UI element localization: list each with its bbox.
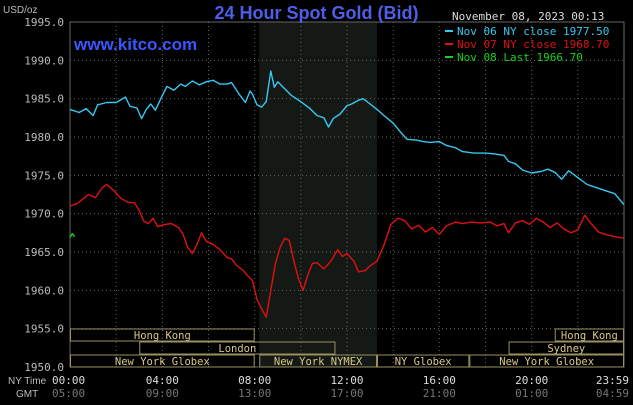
x-tick-gmt: 04:59 (596, 387, 629, 400)
y-tick-label: 1985.0 (24, 93, 64, 106)
y-tick-label: 1955.0 (24, 323, 64, 336)
market-session-box (70, 354, 255, 368)
y-tick-label: 1995.0 (24, 16, 64, 29)
market-session-box (469, 354, 625, 368)
x-tick-ny: 00:00 (52, 374, 85, 387)
market-session-box (377, 354, 470, 368)
x-tick-ny: 04:00 (146, 374, 179, 387)
legend-label-nov06: Nov 06 NY close 1977.50 (457, 25, 609, 38)
series-line-1 (69, 183, 624, 318)
x-tick-ny: 12:00 (330, 374, 363, 387)
market-session-box (70, 328, 255, 342)
market-session-box (139, 341, 336, 355)
y-tick-label: 1965.0 (24, 246, 64, 259)
market-session-box (554, 328, 624, 342)
y-tick-label: 1960.0 (24, 284, 64, 297)
market-session-label: New York NYMEX (274, 356, 363, 368)
y-tick-label: 1970.0 (24, 208, 64, 221)
x-tick-gmt: 09:00 (146, 387, 179, 400)
market-session-label: London (218, 343, 256, 355)
night-shading-band (259, 22, 378, 367)
market-session-label: Hong Kong (561, 330, 618, 342)
series-line-2 (69, 232, 76, 238)
y-tick-label: 1990.0 (24, 54, 64, 67)
market-session-label: Sydney (547, 343, 585, 355)
y-tick-label: 1950.0 (24, 361, 64, 374)
chart-legend: Nov 06 NY close 1977.50 Nov 07 NY close … (445, 25, 609, 64)
legend-label-nov08: Nov 08 Last 1966.70 (457, 51, 583, 64)
x-tick-ny: 08:00 (238, 374, 271, 387)
market-session-box (508, 341, 625, 355)
x-tick-gmt: 01:00 (515, 387, 548, 400)
market-session-label: Hong Kong (134, 330, 191, 342)
x-tick-gmt: 21:00 (423, 387, 456, 400)
market-session-label: New York Globex (499, 356, 594, 368)
x-axis-row1-label: NY Time (8, 376, 47, 387)
market-session-box (259, 354, 378, 368)
chart-datetime: November 08, 2023 00:13 (452, 10, 604, 23)
watermark-url: www.kitco.com (73, 35, 197, 54)
series-line-0 (69, 70, 625, 205)
x-axis-row2-label: GMT (16, 389, 38, 400)
y-tick-label: 1975.0 (24, 169, 64, 182)
market-session-label: NY Globex (395, 356, 452, 368)
x-tick-gmt: 13:00 (238, 387, 271, 400)
x-tick-ny: 23:59 (596, 374, 629, 387)
market-session-label: New York Globex (115, 356, 210, 368)
x-tick-gmt: 17:00 (330, 387, 363, 400)
y-tick-label: 1980.0 (24, 131, 64, 144)
legend-label-nov07: Nov 07 NY close 1968.70 (457, 38, 609, 51)
x-tick-ny: 16:00 (423, 374, 456, 387)
x-tick-gmt: 05:00 (52, 387, 85, 400)
x-tick-ny: 20:00 (515, 374, 548, 387)
y-axis-unit-label: USD/oz (3, 5, 37, 16)
